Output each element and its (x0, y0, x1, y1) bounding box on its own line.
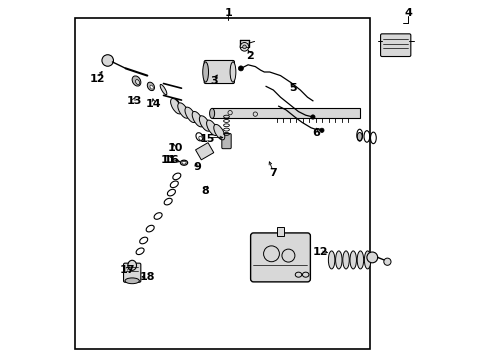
Text: 3: 3 (210, 76, 217, 86)
Text: 12: 12 (312, 247, 327, 257)
Circle shape (383, 258, 390, 265)
Text: 5: 5 (289, 83, 296, 93)
FancyBboxPatch shape (123, 263, 141, 282)
Circle shape (102, 55, 113, 66)
Text: 14: 14 (146, 99, 161, 109)
Circle shape (242, 45, 246, 49)
Ellipse shape (135, 80, 140, 85)
Ellipse shape (192, 112, 203, 127)
FancyBboxPatch shape (380, 34, 410, 57)
Ellipse shape (342, 251, 348, 269)
Text: 6: 6 (312, 128, 320, 138)
Ellipse shape (170, 99, 181, 114)
Ellipse shape (184, 107, 196, 122)
Ellipse shape (203, 62, 208, 82)
Circle shape (319, 128, 324, 132)
Bar (195, 143, 213, 160)
Text: 10: 10 (167, 143, 183, 153)
Ellipse shape (209, 108, 214, 118)
Ellipse shape (127, 260, 136, 270)
Ellipse shape (356, 132, 362, 141)
Bar (212, 108, 359, 118)
Ellipse shape (335, 251, 342, 269)
Text: 18: 18 (139, 272, 155, 282)
Ellipse shape (230, 62, 235, 82)
Ellipse shape (206, 120, 217, 135)
Text: 13: 13 (127, 96, 142, 106)
Circle shape (310, 115, 314, 119)
FancyBboxPatch shape (204, 60, 234, 84)
Text: 15: 15 (200, 134, 215, 144)
Ellipse shape (349, 251, 356, 269)
Ellipse shape (213, 125, 224, 140)
Text: 2: 2 (245, 51, 253, 61)
Text: 12: 12 (90, 74, 105, 84)
Bar (276, 227, 284, 236)
Ellipse shape (328, 251, 334, 269)
Circle shape (240, 42, 248, 51)
Text: 7: 7 (269, 168, 277, 178)
Text: 16: 16 (163, 155, 179, 165)
Text: 9: 9 (193, 162, 201, 172)
Text: 8: 8 (201, 186, 208, 196)
Ellipse shape (132, 76, 141, 86)
Circle shape (366, 252, 377, 263)
Ellipse shape (147, 82, 154, 91)
Ellipse shape (356, 251, 363, 269)
Text: 17: 17 (120, 265, 135, 275)
Ellipse shape (364, 251, 370, 269)
Ellipse shape (178, 103, 188, 118)
Ellipse shape (199, 116, 210, 131)
Text: 1: 1 (224, 8, 232, 18)
Circle shape (238, 66, 243, 71)
Ellipse shape (125, 278, 139, 284)
Text: 11: 11 (161, 155, 176, 165)
Ellipse shape (150, 85, 153, 89)
Bar (75, 18, 370, 349)
Ellipse shape (160, 84, 166, 95)
FancyBboxPatch shape (222, 134, 231, 149)
Text: 4: 4 (404, 8, 411, 18)
FancyBboxPatch shape (250, 233, 310, 282)
